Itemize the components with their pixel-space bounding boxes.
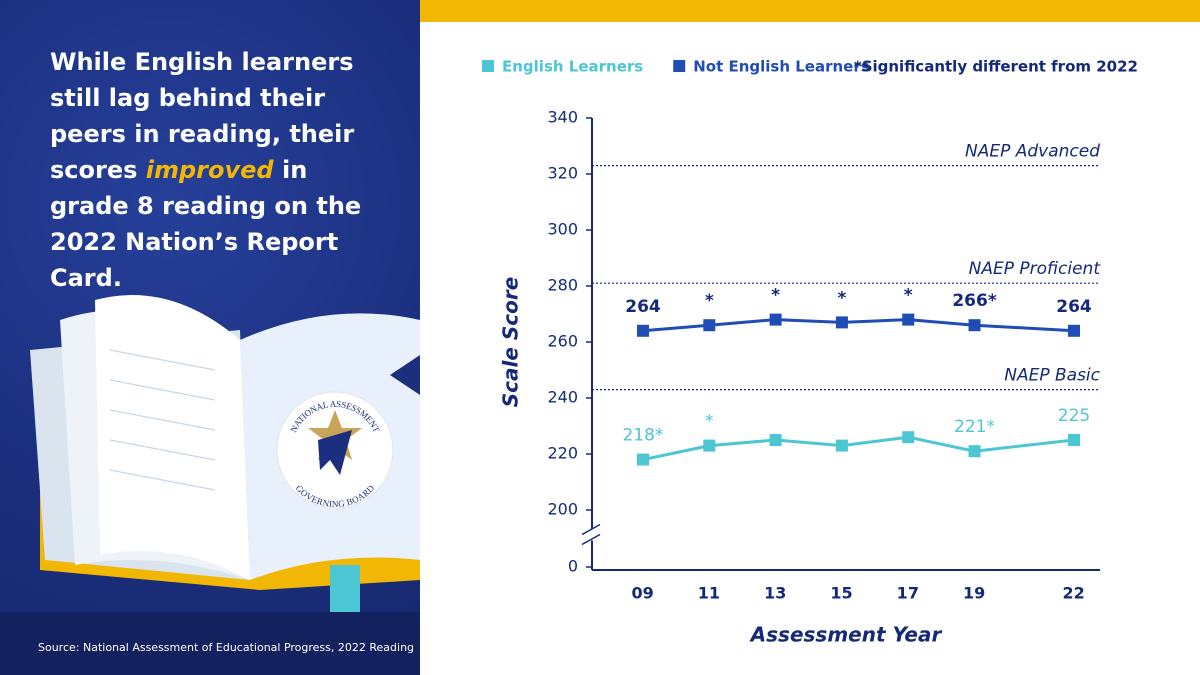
data-label: *	[705, 291, 714, 311]
headline-highlight: improved	[145, 156, 274, 184]
data-point	[1068, 434, 1080, 446]
y-tick-label: 260	[547, 332, 578, 351]
data-label: 221*	[954, 417, 995, 437]
reference-label: NAEP Proficient	[969, 259, 1102, 279]
data-point	[968, 319, 981, 332]
data-label: 225	[1058, 406, 1090, 426]
x-tick-label: 11	[695, 584, 720, 603]
reference-label: NAEP Advanced	[965, 142, 1100, 162]
x-axis-title: Assessment Year	[749, 623, 943, 647]
headline-text: While English learners still lag behind …	[50, 48, 355, 184]
y-tick-label: 240	[547, 388, 578, 407]
y-tick-label: 340	[547, 108, 578, 127]
data-point	[769, 313, 782, 326]
headline-text: in grade 8 reading on the 2022 Nation’s …	[50, 156, 362, 292]
x-tick-label: 17	[893, 584, 918, 603]
data-point	[902, 431, 915, 444]
legend-label: English Learners	[502, 58, 643, 76]
data-label: 218*	[623, 426, 664, 446]
note: *Significantly different from 2022	[854, 58, 1138, 76]
data-label: *	[837, 288, 846, 308]
y-tick-label: 300	[547, 220, 578, 239]
data-point	[637, 324, 649, 337]
data-label: *	[771, 286, 780, 306]
legend-swatch	[673, 60, 686, 72]
x-tick-label: 13	[761, 584, 786, 603]
y-tick-label: 280	[547, 276, 578, 295]
top-bar	[420, 0, 1200, 22]
data-point	[835, 439, 848, 452]
left-panel: While English learners still lag behind …	[0, 0, 420, 675]
data-point	[835, 316, 848, 329]
y-tick-label: 0	[568, 557, 578, 576]
x-tick-label: 09	[628, 584, 653, 603]
data-label: 264	[1056, 297, 1092, 317]
data-label: 264	[625, 297, 661, 317]
axis-break	[581, 523, 601, 536]
data-point	[703, 319, 716, 332]
data-point	[902, 313, 915, 326]
y-axis-title: Scale Score	[499, 277, 523, 408]
legend-swatch	[482, 60, 494, 72]
reference-label: NAEP Basic	[1004, 366, 1100, 386]
source: Source: National Assessment of Education…	[38, 641, 415, 654]
data-label: *	[904, 286, 913, 306]
data-point	[703, 439, 716, 452]
x-tick-label: 22	[1059, 584, 1084, 603]
x-tick-label: 15	[827, 584, 852, 603]
x-tick-label: 19	[960, 584, 985, 603]
footer	[0, 612, 420, 675]
y-tick-label: 320	[547, 164, 578, 183]
data-point	[968, 445, 981, 458]
y-tick-label: 200	[547, 500, 578, 519]
data-label: 266*	[952, 291, 996, 311]
axis-break	[581, 533, 601, 546]
headline: While English learners still lag behind …	[50, 44, 375, 296]
book-illustration: NATIONAL ASSESSMENT GOVERNING BOARD	[30, 295, 420, 620]
data-point	[769, 434, 782, 446]
chart: English Learners Not English Learners*Sig…	[482, 58, 1138, 647]
legend-label: Not English Learners	[693, 58, 870, 76]
data-point	[1068, 324, 1080, 337]
data-point	[637, 453, 649, 466]
data-label: *	[705, 412, 714, 432]
y-tick-label: 220	[547, 444, 578, 463]
